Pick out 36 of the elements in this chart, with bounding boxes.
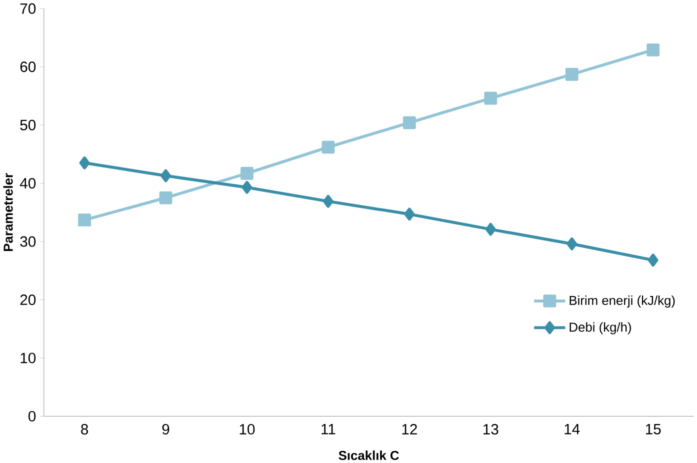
point (565, 68, 578, 81)
point (404, 208, 415, 220)
y-tick-label: 40 (20, 178, 36, 188)
y-tick-label: 70 (20, 3, 36, 14)
x-tick-label: 11 (322, 424, 336, 434)
point (159, 191, 172, 204)
x-tick-label: 14 (564, 424, 580, 434)
y-axis-title: Parametreler (3, 173, 13, 251)
x-tick-label: 9 (162, 424, 170, 434)
point (484, 92, 498, 105)
point (485, 222, 496, 236)
y-tick-label: 10 (20, 352, 36, 364)
point (160, 169, 171, 182)
point (78, 213, 91, 226)
point (402, 116, 416, 130)
y-tick-label: 30 (20, 236, 36, 247)
point (79, 156, 90, 170)
point (322, 194, 334, 208)
y-tick-label: 20 (20, 294, 36, 305)
legend-label: Debi (kg/h) (570, 322, 631, 334)
point (240, 166, 254, 180)
y-tick-label: 50 (20, 120, 36, 130)
point (322, 140, 335, 154)
x-tick-label: 10 (240, 424, 255, 434)
point (646, 43, 660, 56)
y-tick-label: 0 (28, 410, 36, 422)
x-tick-label: 15 (646, 424, 661, 434)
x-tick-label: 12 (402, 424, 417, 434)
point (242, 180, 252, 194)
y-tick-label: 60 (20, 61, 36, 72)
x-tick-label: 13 (483, 424, 498, 434)
point (648, 254, 658, 266)
x-axis-title: Sıcaklık C (338, 450, 399, 460)
legend-label: Birim enerji (kJ/kg) (570, 295, 675, 308)
x-tick-label: 8 (81, 424, 88, 434)
point (566, 237, 578, 250)
